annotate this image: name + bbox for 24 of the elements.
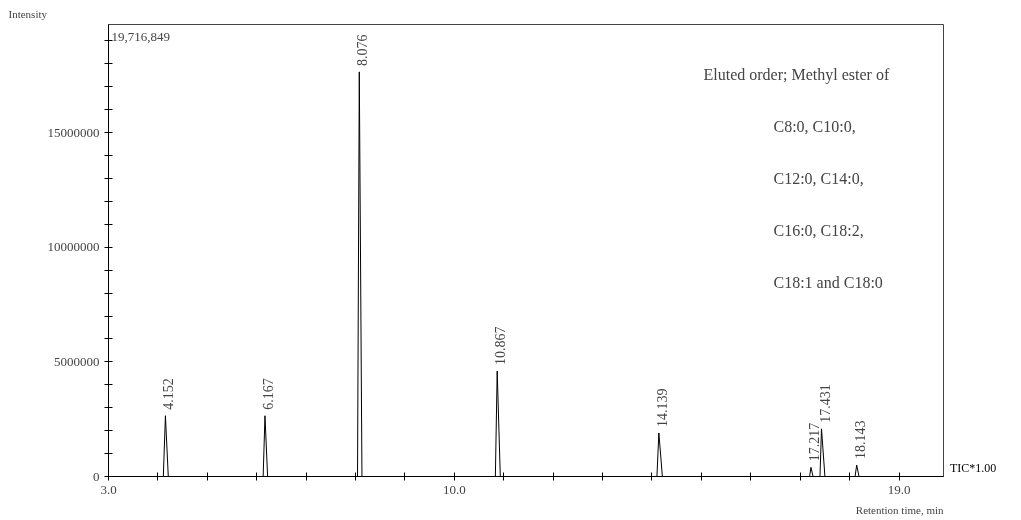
annotation: C8:0, C10:0, bbox=[773, 117, 856, 135]
y-tick-label: 0 bbox=[93, 468, 100, 484]
x-tick-label: 19.0 bbox=[887, 481, 911, 497]
annotation: C12:0, C14:0, bbox=[773, 169, 864, 187]
annotation: C16:0, C18:2, bbox=[773, 221, 864, 239]
annotation: C18:1 and C18:0 bbox=[773, 273, 883, 291]
text: TIC*1.00 bbox=[950, 460, 997, 477]
y-tick-label: 10000000 bbox=[47, 239, 100, 255]
annotation: 18.143 bbox=[852, 420, 868, 460]
x-tick-label: 10.0 bbox=[442, 481, 466, 497]
y-axis-title: Intensity bbox=[8, 7, 48, 20]
annotation: 14.139 bbox=[654, 388, 670, 427]
annotation: 8.076 bbox=[355, 34, 371, 66]
annotation: Eluted order; Methyl ester of bbox=[703, 65, 890, 84]
annotation: 4.152 bbox=[161, 378, 177, 410]
x-tick-label: 3.0 bbox=[100, 481, 117, 497]
annotation: 10.867 bbox=[493, 326, 509, 366]
x-axis-title: Retention time, min bbox=[855, 503, 944, 516]
annotation: 17.431 bbox=[817, 384, 833, 423]
annotation: 17.217 bbox=[806, 422, 822, 462]
y-tick-label: 5000000 bbox=[54, 353, 100, 369]
annotation: 6.167 bbox=[260, 378, 276, 410]
y-tick-label: 15000000 bbox=[47, 124, 100, 140]
annotation: 19,716,849 bbox=[111, 28, 170, 44]
